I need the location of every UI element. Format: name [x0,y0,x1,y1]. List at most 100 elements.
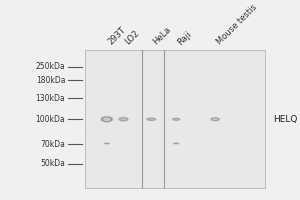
Ellipse shape [118,117,129,122]
Ellipse shape [174,118,179,120]
Ellipse shape [174,118,178,120]
Ellipse shape [174,119,178,120]
Ellipse shape [120,118,127,121]
Ellipse shape [174,143,178,144]
Ellipse shape [173,118,180,121]
Ellipse shape [146,117,157,121]
Ellipse shape [214,119,217,120]
Ellipse shape [214,119,216,120]
Ellipse shape [119,117,128,121]
Ellipse shape [105,143,109,144]
Ellipse shape [120,118,127,121]
Ellipse shape [145,117,158,121]
Ellipse shape [173,143,180,144]
Ellipse shape [119,117,128,121]
Ellipse shape [99,115,115,123]
Ellipse shape [175,119,178,120]
Ellipse shape [106,119,108,120]
Ellipse shape [150,119,153,120]
Ellipse shape [105,143,109,144]
Ellipse shape [106,119,108,120]
Ellipse shape [103,118,110,121]
Ellipse shape [103,142,111,145]
Ellipse shape [105,118,109,120]
Text: LO2: LO2 [124,29,141,47]
Ellipse shape [103,143,110,144]
Ellipse shape [123,119,124,120]
Ellipse shape [174,143,178,144]
Text: 100kDa: 100kDa [36,115,65,124]
Ellipse shape [173,118,179,120]
Ellipse shape [104,143,109,144]
Ellipse shape [101,116,112,122]
Ellipse shape [150,119,152,120]
Ellipse shape [106,143,107,144]
Ellipse shape [104,143,110,144]
Text: HeLa: HeLa [151,25,173,47]
Ellipse shape [146,117,157,121]
Ellipse shape [103,142,110,144]
Ellipse shape [172,142,180,145]
Ellipse shape [100,116,114,123]
Ellipse shape [146,118,156,121]
Ellipse shape [147,118,155,121]
Text: 50kDa: 50kDa [40,159,65,168]
Ellipse shape [172,118,181,121]
Ellipse shape [211,118,219,121]
Ellipse shape [100,116,113,122]
Text: Mouse testis: Mouse testis [215,3,259,47]
Text: 180kDa: 180kDa [36,76,65,85]
Ellipse shape [212,118,218,121]
Ellipse shape [173,118,179,120]
Ellipse shape [148,118,155,120]
Ellipse shape [175,143,177,144]
Text: 130kDa: 130kDa [36,94,65,103]
Ellipse shape [122,119,124,120]
Ellipse shape [103,117,111,121]
Ellipse shape [105,143,109,144]
Ellipse shape [173,143,179,144]
Ellipse shape [212,118,218,121]
Ellipse shape [210,117,220,122]
Ellipse shape [172,118,180,121]
Ellipse shape [209,117,221,122]
Bar [85,50,265,188]
Ellipse shape [121,118,126,120]
Ellipse shape [176,143,177,144]
Ellipse shape [104,143,110,144]
Ellipse shape [121,118,126,120]
Ellipse shape [171,117,181,121]
Ellipse shape [174,143,178,144]
Ellipse shape [148,118,154,120]
Ellipse shape [171,117,181,121]
Ellipse shape [122,119,125,120]
Ellipse shape [213,118,218,120]
Ellipse shape [106,143,108,144]
Text: Raji: Raji [176,29,194,47]
Ellipse shape [102,117,112,122]
Ellipse shape [174,143,179,144]
Ellipse shape [213,118,217,120]
Ellipse shape [211,117,220,121]
Ellipse shape [120,118,127,121]
Text: 293T: 293T [107,26,128,47]
Ellipse shape [148,118,154,120]
Ellipse shape [102,117,111,121]
Text: HELQ: HELQ [273,115,298,124]
Ellipse shape [176,143,177,144]
Ellipse shape [212,118,218,121]
Ellipse shape [175,143,178,144]
Ellipse shape [106,143,107,144]
Ellipse shape [117,116,130,122]
Ellipse shape [175,119,177,120]
Ellipse shape [118,117,129,122]
Ellipse shape [148,118,154,120]
Text: 70kDa: 70kDa [40,140,65,149]
Ellipse shape [210,117,220,121]
Ellipse shape [172,142,180,144]
Ellipse shape [103,117,111,121]
Ellipse shape [106,143,108,144]
Ellipse shape [173,143,179,144]
Ellipse shape [104,118,110,121]
Text: 250kDa: 250kDa [36,62,65,71]
